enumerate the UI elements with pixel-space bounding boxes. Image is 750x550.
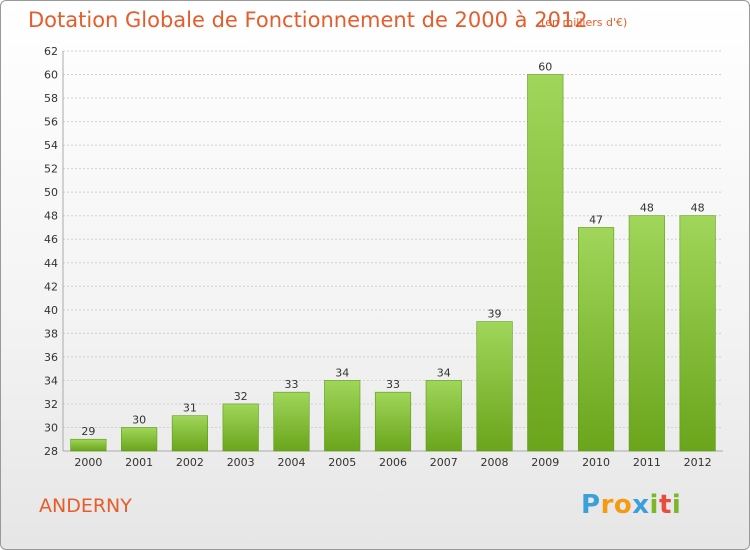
y-tick-label: 48	[44, 210, 58, 223]
value-label-2007: 34	[437, 366, 451, 379]
bar-2002	[171, 415, 208, 452]
y-tick-label: 50	[44, 186, 58, 199]
value-label-2009: 60	[538, 61, 552, 74]
x-tick-label-2010: 2010	[582, 456, 610, 469]
bar-2008	[476, 321, 513, 452]
y-tick-label: 40	[44, 304, 58, 317]
y-tick-label: 58	[44, 92, 58, 105]
value-label-2008: 39	[488, 308, 502, 321]
bar-2011	[628, 215, 665, 452]
logo-letter: o	[613, 490, 633, 520]
value-label-2012: 48	[691, 202, 705, 215]
bar-2003	[222, 403, 259, 452]
bar-2000	[70, 438, 107, 452]
bar-2012	[679, 215, 716, 452]
y-tick-label: 34	[44, 374, 58, 387]
x-tick-label-2012: 2012	[684, 456, 712, 469]
value-label-2006: 33	[386, 378, 400, 391]
chart-title: Dotation Globale de Fonctionnement de 20…	[28, 8, 588, 32]
x-tick-label-2011: 2011	[633, 456, 661, 469]
bar-layer	[70, 74, 716, 452]
y-tick-label: 44	[44, 257, 58, 270]
y-tick-label: 42	[44, 280, 58, 293]
x-tick-label-2008: 2008	[481, 456, 509, 469]
value-label-2010: 47	[589, 213, 603, 226]
proxiti-logo: Proxiti	[581, 490, 681, 520]
value-label-2003: 32	[234, 390, 248, 403]
y-tick-label: 60	[44, 69, 58, 82]
y-tick-label: 52	[44, 163, 58, 176]
bar-2010	[578, 227, 615, 452]
bar-2005	[324, 380, 361, 452]
y-tick-label: 30	[44, 421, 58, 434]
value-label-2001: 30	[132, 413, 146, 426]
y-tick-label: 54	[44, 139, 58, 152]
bar-2001	[121, 427, 158, 452]
logo-letter: t	[658, 490, 672, 520]
value-label-2011: 48	[640, 202, 654, 215]
y-tick-label: 46	[44, 233, 58, 246]
value-label-2002: 31	[183, 402, 197, 415]
x-tick-label-2003: 2003	[227, 456, 255, 469]
bar-2006	[374, 391, 412, 452]
logo-letter: x	[632, 490, 650, 520]
logo-letter: i	[649, 490, 659, 520]
bar-2009	[527, 74, 564, 452]
y-tick-label: 56	[44, 116, 58, 129]
value-label-2005: 34	[335, 366, 349, 379]
x-tick-label-2009: 2009	[531, 456, 559, 469]
y-tick-label: 36	[44, 351, 58, 364]
bar-2007	[425, 380, 462, 452]
chart-subtitle: (en milliers d'€)	[541, 16, 628, 29]
x-tick-label-2002: 2002	[176, 456, 204, 469]
value-label-2004: 33	[284, 378, 298, 391]
x-tick-label-2004: 2004	[277, 456, 305, 469]
label-layer: 28 30 32 34 36 38 40 42 44 46 48 50 52 54 56 58 60 62 29 20…	[44, 45, 712, 469]
logo-letter: i	[671, 490, 682, 520]
x-tick-label-2005: 2005	[328, 456, 356, 469]
x-tick-label-2001: 2001	[125, 456, 153, 469]
x-tick-label-2007: 2007	[430, 456, 458, 469]
logo-letter: P	[581, 490, 601, 520]
y-tick-label: 38	[44, 327, 58, 340]
x-tick-label-2000: 2000	[74, 456, 102, 469]
y-tick-label: 32	[44, 398, 58, 411]
y-tick-label: 28	[44, 445, 58, 458]
x-tick-label-2006: 2006	[379, 456, 407, 469]
y-tick-label: 62	[44, 45, 58, 58]
bar-2004	[273, 391, 310, 452]
commune-name: ANDERNY	[39, 495, 132, 517]
logo-letter: r	[600, 490, 614, 520]
value-label-2000: 29	[81, 425, 95, 438]
